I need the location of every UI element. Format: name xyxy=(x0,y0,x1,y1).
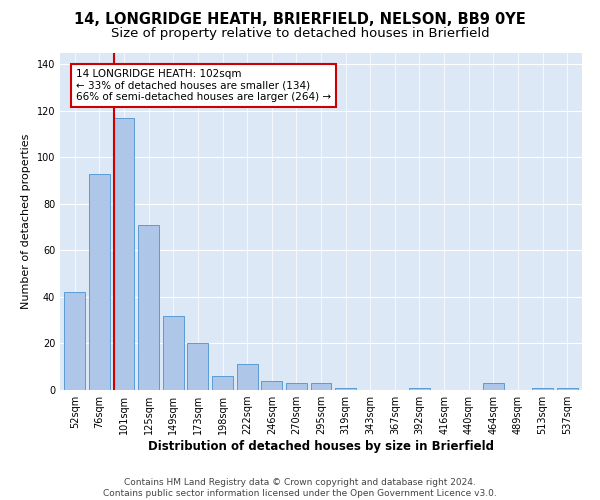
Text: Size of property relative to detached houses in Brierfield: Size of property relative to detached ho… xyxy=(110,28,490,40)
Bar xyxy=(89,174,110,390)
Y-axis label: Number of detached properties: Number of detached properties xyxy=(21,134,31,309)
Bar xyxy=(311,383,331,390)
Text: Contains HM Land Registry data © Crown copyright and database right 2024.
Contai: Contains HM Land Registry data © Crown c… xyxy=(103,478,497,498)
Bar xyxy=(138,224,159,390)
Bar xyxy=(483,383,504,390)
Bar xyxy=(532,388,553,390)
Bar xyxy=(236,364,257,390)
Bar xyxy=(187,344,208,390)
Bar xyxy=(557,388,578,390)
Bar xyxy=(163,316,184,390)
Bar xyxy=(261,380,282,390)
Text: 14 LONGRIDGE HEATH: 102sqm
← 33% of detached houses are smaller (134)
66% of sem: 14 LONGRIDGE HEATH: 102sqm ← 33% of deta… xyxy=(76,69,331,102)
Bar xyxy=(212,376,233,390)
Bar xyxy=(409,388,430,390)
Bar xyxy=(113,118,134,390)
Bar xyxy=(335,388,356,390)
Bar xyxy=(64,292,85,390)
X-axis label: Distribution of detached houses by size in Brierfield: Distribution of detached houses by size … xyxy=(148,440,494,453)
Text: 14, LONGRIDGE HEATH, BRIERFIELD, NELSON, BB9 0YE: 14, LONGRIDGE HEATH, BRIERFIELD, NELSON,… xyxy=(74,12,526,28)
Bar xyxy=(286,383,307,390)
